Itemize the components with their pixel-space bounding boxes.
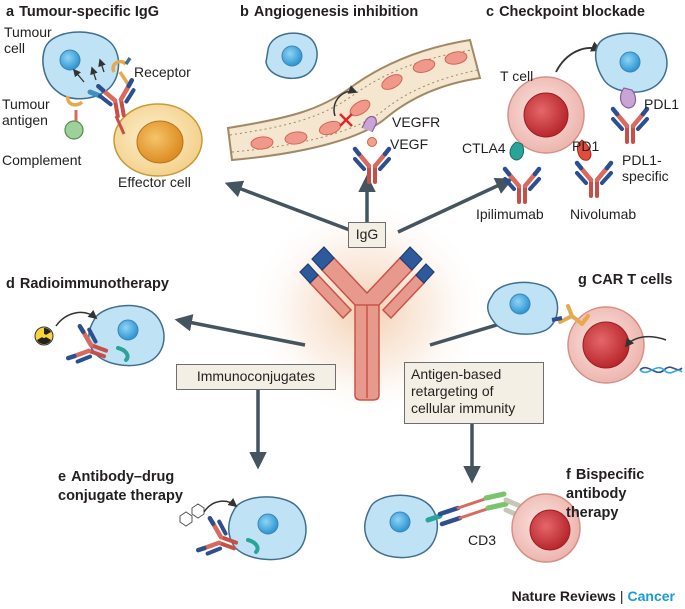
label-cd3: CD3 xyxy=(468,532,497,548)
label-complement: Complement xyxy=(2,152,82,168)
complement xyxy=(64,120,84,140)
panel-letter: g xyxy=(578,272,587,288)
panel-a-title: a Tumour-specific IgG xyxy=(6,4,159,20)
label-t-cell: T cell xyxy=(500,68,534,84)
journal-credit: Nature Reviews | Cancer xyxy=(512,588,675,604)
label-effector-cell: Effector cell xyxy=(118,174,191,190)
dna-icon xyxy=(639,366,683,374)
pathway-arrows xyxy=(174,174,557,484)
label-tumour-antigen: Tumour antigen xyxy=(2,96,50,128)
label-receptor: Receptor xyxy=(134,64,191,80)
pdl1 xyxy=(619,87,637,109)
panel-letter: d xyxy=(6,276,15,292)
igg-box: IgG xyxy=(348,222,386,248)
panel-b-title: b Angiogenesis inhibition xyxy=(240,4,418,20)
panel-d-title: d Radioimmunotherapy xyxy=(6,276,169,292)
panel-c-illustration xyxy=(505,32,668,202)
label-ctla4: CTLA4 xyxy=(462,140,506,156)
immunoconjugates-box: Immunoconjugates xyxy=(176,364,336,390)
panel-title-text: CAR T cells xyxy=(591,272,673,288)
panel-letter: c xyxy=(486,4,495,20)
journal-name: Nature Reviews xyxy=(511,588,616,604)
label-pdl1: PDL1 xyxy=(644,96,680,112)
label-tumour-cell: Tumour cell xyxy=(4,24,52,56)
panel-title-text: Tumour-specific IgG xyxy=(19,4,159,20)
label-pd1: PD1 xyxy=(572,138,600,154)
drug-payload xyxy=(179,503,205,527)
retargeting-box: Antigen-based retargeting of cellular im… xyxy=(404,362,544,424)
panel-e-illustration xyxy=(179,496,307,562)
arrow-to-d xyxy=(174,314,306,347)
label-ipilimumab: Ipilimumab xyxy=(476,206,544,222)
tumour-cell-a xyxy=(42,31,120,100)
panel-letter: e xyxy=(58,469,67,485)
panel-f-title: f Bispecific antibody therapy xyxy=(566,466,666,523)
label-vegfr: VEGFR xyxy=(392,114,441,130)
panel-d-illustration xyxy=(34,304,165,370)
label-vegf: VEGF xyxy=(390,136,429,152)
panel-f-illustration xyxy=(364,491,581,563)
central-igg-antibody xyxy=(299,246,435,401)
panel-title-text: Bispecific antibody therapy xyxy=(566,467,645,521)
panel-g-illustration xyxy=(487,281,683,384)
tumour-nucleus-a xyxy=(59,49,81,71)
bispecific-antibody xyxy=(437,491,509,527)
label-nivolumab: Nivolumab xyxy=(570,206,637,222)
panel-b-illustration xyxy=(226,32,482,182)
panel-letter: f xyxy=(566,467,571,483)
inhibition-cross xyxy=(339,113,353,127)
panel-title-text: Antibody–drug conjugate therapy xyxy=(58,469,183,504)
credit-separator: | xyxy=(619,588,624,604)
panel-title-text: Radioimmunotherapy xyxy=(19,276,169,292)
panel-letter: a xyxy=(6,4,15,20)
panel-title-text: Angiogenesis inhibition xyxy=(253,4,419,20)
panel-g-title: g CAR T cells xyxy=(578,272,672,288)
car-receptor xyxy=(558,304,590,326)
panel-e-title: e Antibody–drug conjugate therapy xyxy=(58,468,208,506)
journal-section: Cancer xyxy=(627,588,675,604)
arrow-to-c xyxy=(397,177,514,234)
panel-a-illustration xyxy=(42,31,203,177)
arrow-to-a xyxy=(224,180,356,234)
panel-title-text: Checkpoint blockade xyxy=(499,4,645,20)
panel-letter: b xyxy=(240,4,249,20)
label-pdl1-specific: PDL1-specific xyxy=(622,152,669,184)
panel-c-title: c Checkpoint blockade xyxy=(486,4,645,20)
